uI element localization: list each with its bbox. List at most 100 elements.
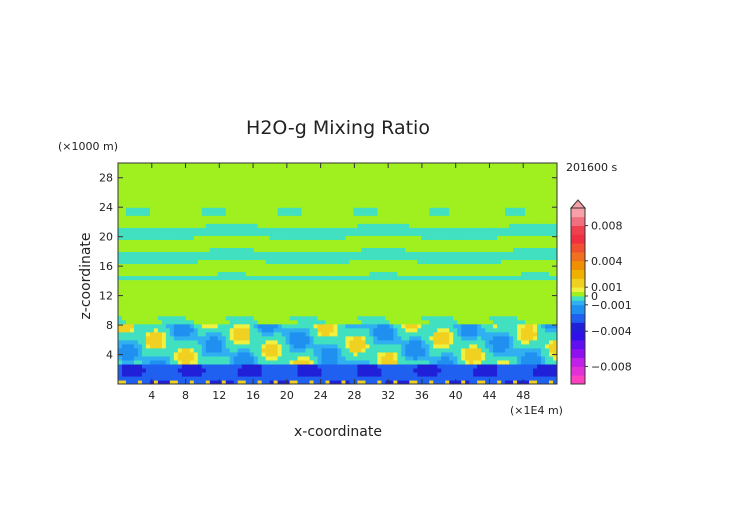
heatmap-cell (253, 319, 259, 325)
heatmap-cell (293, 307, 299, 313)
heatmap-cell (337, 335, 343, 341)
heatmap-cell (449, 267, 454, 273)
heatmap-cell (421, 239, 426, 244)
heatmap-cell (189, 215, 195, 220)
heatmap-cell (205, 295, 211, 301)
heatmap-cell (189, 347, 195, 353)
heatmap-cell (217, 367, 223, 373)
heatmap-cell (229, 187, 235, 192)
heatmap-cell (145, 203, 151, 208)
heatmap-cell (457, 167, 462, 172)
heatmap-cell (293, 339, 299, 345)
heatmap-cell (221, 191, 227, 196)
heatmap-cell (125, 271, 131, 277)
heatmap-cell (405, 299, 410, 305)
heatmap-cell (225, 211, 231, 216)
heatmap-cell (245, 343, 251, 349)
heatmap-cell (205, 191, 211, 196)
heatmap-cell (153, 171, 159, 176)
heatmap-cell (409, 187, 414, 192)
heatmap-cell (173, 283, 179, 289)
heatmap-cell (285, 183, 291, 188)
heatmap-cell (149, 371, 155, 377)
heatmap-cell (189, 379, 195, 384)
heatmap-cell (277, 235, 283, 240)
heatmap-cell (141, 259, 147, 265)
heatmap-cell (261, 291, 267, 297)
heatmap-cell (245, 315, 251, 321)
heatmap-cell (349, 367, 355, 373)
heatmap-cell (365, 171, 371, 176)
heatmap-cell (209, 215, 215, 220)
heatmap-cell (265, 215, 271, 220)
heatmap-cell (281, 259, 287, 265)
heatmap-cell (449, 275, 454, 281)
heatmap-cell (229, 171, 235, 176)
heatmap-cell (473, 279, 478, 285)
heatmap-cell (321, 175, 327, 180)
heatmap-cell (425, 175, 430, 180)
heatmap-cell (217, 299, 223, 305)
heatmap-cell (389, 275, 394, 281)
heatmap-cell (297, 215, 303, 220)
heatmap-cell (181, 299, 187, 305)
heatmap-cell (177, 219, 183, 224)
heatmap-cell (389, 375, 394, 381)
heatmap-cell (285, 319, 291, 325)
heatmap-cell (305, 291, 311, 297)
heatmap-cell (221, 183, 227, 188)
heatmap-cell (349, 339, 355, 345)
heatmap-cell (369, 171, 375, 176)
heatmap-cell (333, 307, 339, 313)
heatmap-cell (137, 163, 143, 168)
heatmap-cell (141, 351, 147, 357)
heatmap-cell (249, 271, 255, 277)
heatmap-cell (325, 303, 331, 309)
heatmap-cell (161, 179, 167, 184)
heatmap-cell (465, 171, 470, 176)
heatmap-cell (357, 363, 363, 369)
heatmap-cell (349, 187, 355, 192)
heatmap-cell (357, 207, 363, 212)
heatmap-cell (449, 191, 454, 196)
heatmap-cell (197, 275, 203, 281)
heatmap-cell (357, 343, 363, 349)
heatmap-cell (425, 187, 430, 192)
heatmap-cell (153, 287, 159, 293)
heatmap-cell (177, 379, 183, 384)
heatmap-cell (305, 175, 311, 180)
heatmap-cell (133, 175, 139, 180)
heatmap-cell (129, 371, 135, 377)
heatmap-cell (445, 327, 450, 333)
heatmap-cell (169, 163, 175, 168)
heatmap-cell (217, 275, 223, 281)
heatmap-cell (337, 315, 343, 321)
heatmap-cell (301, 287, 307, 293)
heatmap-cell (421, 315, 426, 321)
heatmap-cell (325, 363, 331, 369)
heatmap-cell (465, 231, 470, 236)
heatmap-cell (277, 295, 283, 301)
heatmap-cell (417, 275, 422, 281)
heatmap-cell (285, 271, 291, 277)
heatmap-cell (317, 175, 323, 180)
heatmap-cell (153, 311, 159, 317)
heatmap-cell (437, 347, 442, 353)
heatmap-cell (457, 267, 462, 273)
heatmap-cell (157, 219, 163, 224)
heatmap-cell (241, 235, 247, 240)
heatmap-cell (253, 215, 259, 220)
heatmap-cell (165, 275, 171, 281)
heatmap-cell (129, 279, 135, 285)
heatmap-cell (393, 279, 398, 285)
heatmap-cell (369, 355, 375, 361)
heatmap-cell (309, 207, 315, 212)
heatmap-cell (169, 375, 175, 381)
heatmap-cell (401, 283, 406, 289)
heatmap-cell (245, 231, 251, 236)
heatmap-cell (477, 367, 482, 373)
heatmap-cell (349, 327, 355, 333)
heatmap-cell (441, 251, 446, 257)
heatmap-cell (177, 363, 183, 369)
heatmap-cell (257, 243, 263, 248)
